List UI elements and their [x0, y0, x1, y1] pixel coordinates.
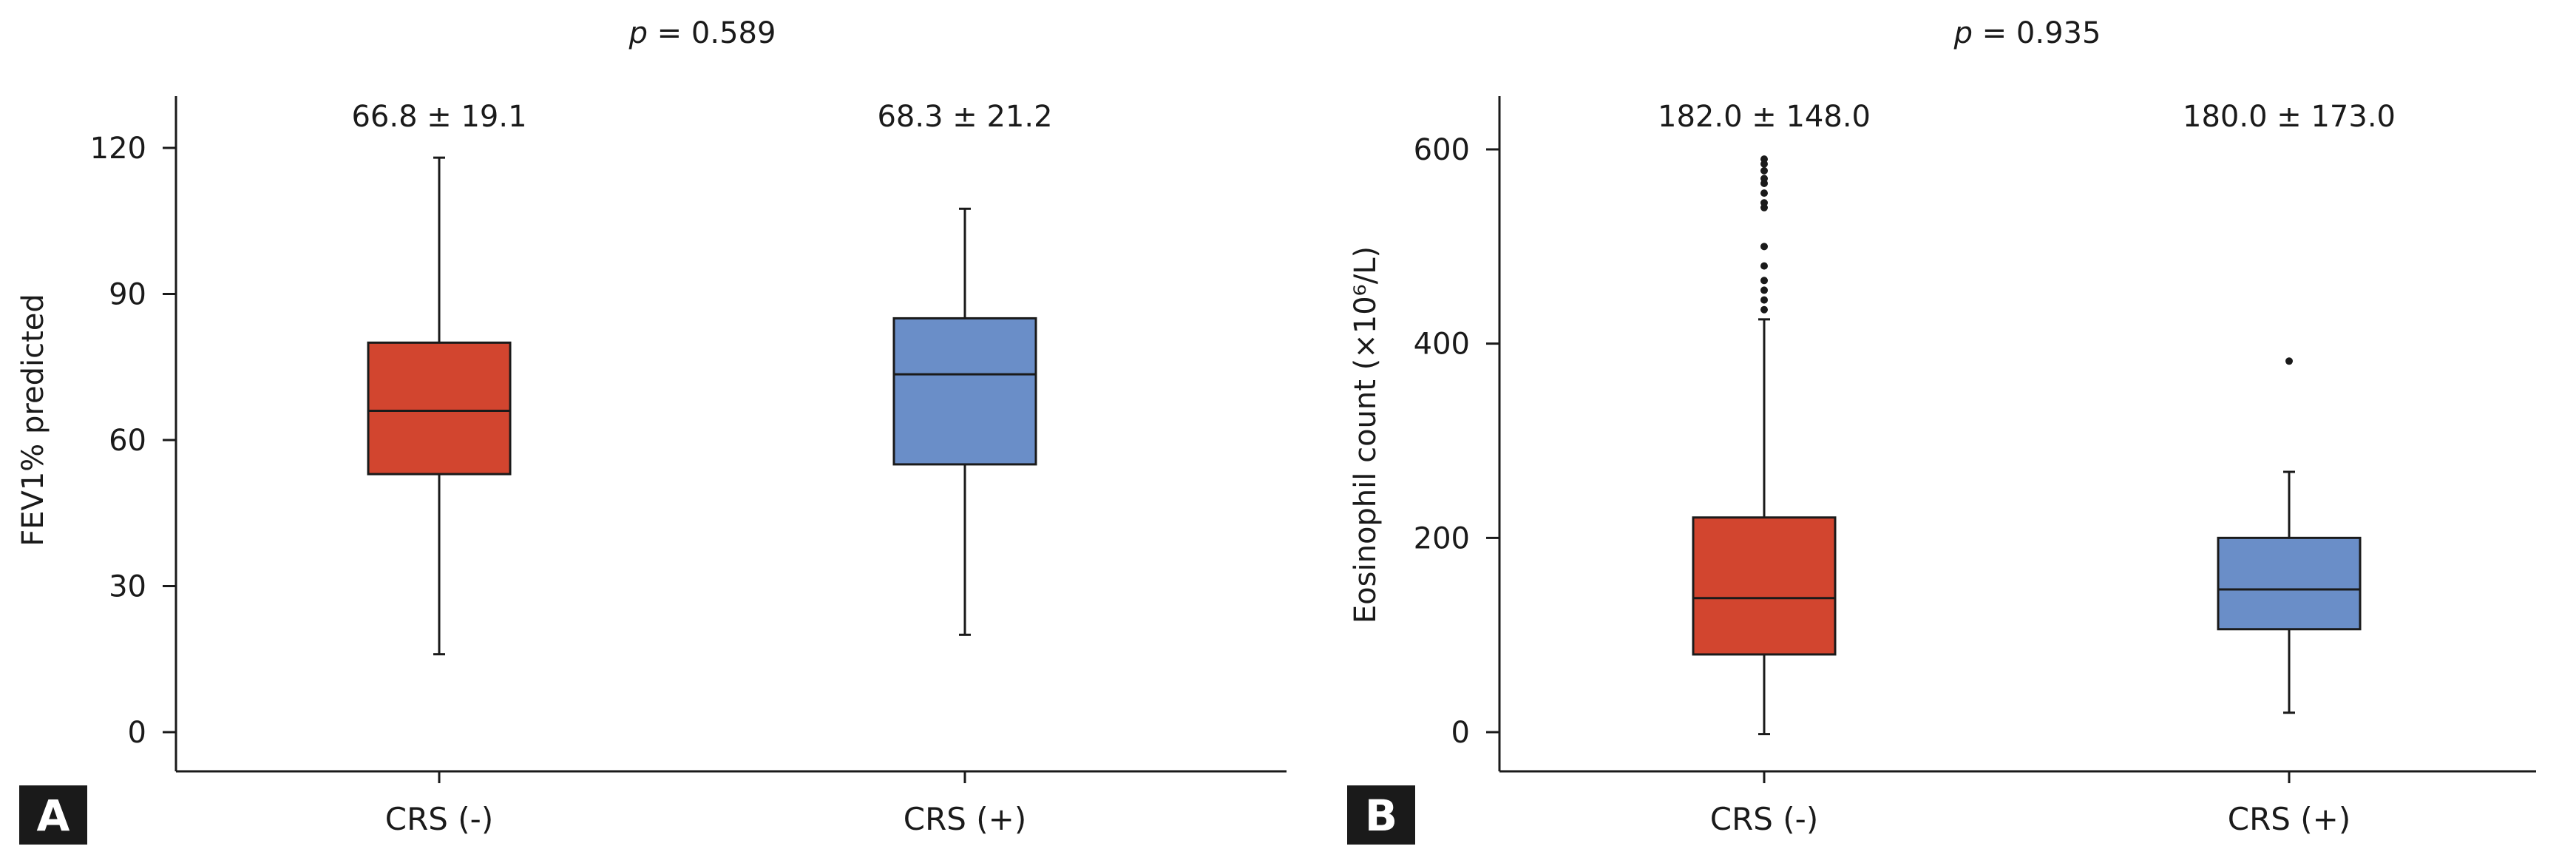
y-tick-label: 30 [109, 570, 146, 604]
outlier-point [1760, 296, 1768, 304]
outlier-point [1760, 155, 1768, 163]
panel-badge [19, 785, 87, 845]
panel-letter: A [37, 791, 70, 841]
y-tick-label: 600 [1414, 133, 1470, 167]
panel-badge [1347, 785, 1415, 845]
mean-sd-label: 180.0 ± 173.0 [2183, 100, 2396, 134]
iqr-box [892, 317, 1037, 466]
y-tick-label: 0 [128, 716, 146, 750]
y-tick-label: 60 [109, 424, 146, 458]
mean-sd-label: 68.3 ± 21.2 [877, 100, 1052, 134]
p-value: = 0.589 [648, 16, 776, 50]
panel-a: 0 30 60 90 120 FEV1% predicted p = 0.589 66.8 ±… [16, 16, 1287, 845]
mean-sd-label: 66.8 ± 19.1 [351, 100, 526, 134]
x-tick-label: CRS (+) [904, 801, 1026, 837]
outlier-point [1760, 286, 1768, 294]
outlier-point [1760, 166, 1768, 175]
box-crs-negative: 66.8 ± 19.1 CRS (-) [351, 100, 526, 837]
box-crs-positive: 180.0 ± 173.0 CRS (+) [2183, 100, 2396, 837]
y-tick-label: 0 [1451, 716, 1470, 750]
x-tick-label: CRS (-) [1710, 801, 1818, 837]
outlier-point [1760, 189, 1768, 197]
x-tick-label: CRS (-) [385, 801, 493, 837]
panel-b: 0 200 400 600 Eosinophil count (×10⁶/L) p = 0… [1347, 16, 2536, 845]
p-value: = 0.935 [1973, 16, 2101, 50]
x-tick-label: CRS (+) [2228, 801, 2350, 837]
y-tick-label: 120 [90, 132, 146, 166]
panel-letter: B [1365, 791, 1397, 841]
p-value-label: p = 0.935 [1953, 16, 2101, 50]
outlier-point [2285, 357, 2293, 365]
y-axis-title: Eosinophil count (×10⁶/L) [1349, 246, 1383, 623]
outlier-point [1760, 243, 1768, 251]
box-crs-positive: 68.3 ± 21.2 CRS (+) [877, 100, 1052, 837]
y-tick-label: 90 [109, 278, 146, 312]
outlier-point [1760, 175, 1768, 183]
outlier-point [1760, 277, 1768, 285]
box-crs-negative: 182.0 ± 148.0 CRS (-) [1658, 100, 1871, 837]
p-symbol: p [628, 16, 648, 50]
outlier-point [1760, 305, 1768, 314]
y-axis-title: FEV1% predicted [16, 294, 50, 547]
outlier-point [1760, 262, 1768, 270]
iqr-box [367, 341, 512, 476]
iqr-box [1692, 516, 1837, 656]
iqr-box [2217, 536, 2362, 631]
y-tick-label: 400 [1414, 328, 1470, 362]
p-value-label: p = 0.589 [628, 16, 776, 50]
mean-sd-label: 182.0 ± 148.0 [1658, 100, 1871, 134]
p-symbol: p [1953, 16, 1973, 50]
y-tick-label: 200 [1414, 521, 1470, 555]
outlier-point [1760, 199, 1768, 207]
